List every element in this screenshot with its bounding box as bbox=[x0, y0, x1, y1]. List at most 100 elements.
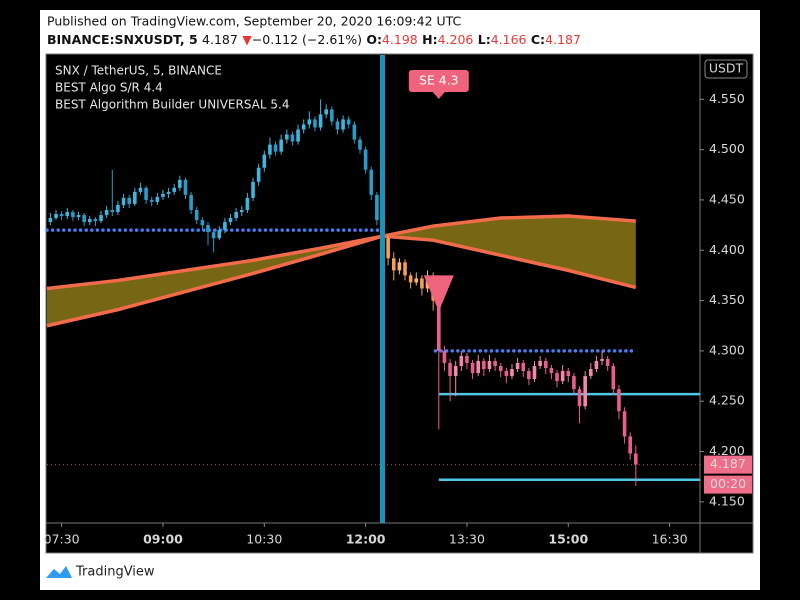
candle-body bbox=[397, 262, 402, 271]
candle-body bbox=[54, 214, 58, 219]
candle-body bbox=[600, 358, 604, 361]
candle-body bbox=[183, 179, 188, 195]
candle-body bbox=[510, 369, 514, 377]
candle-body bbox=[200, 220, 205, 226]
candle-body bbox=[301, 124, 306, 130]
x-tick-label: 07:30 bbox=[44, 532, 80, 547]
candle-body bbox=[268, 144, 272, 155]
candle-body bbox=[617, 389, 621, 412]
candle-body bbox=[515, 362, 520, 370]
candle-body bbox=[414, 278, 419, 283]
candle-body bbox=[87, 219, 92, 223]
last: 4.187 bbox=[202, 32, 238, 47]
brand[interactable]: TradingView bbox=[75, 565, 155, 580]
c-label: C: bbox=[531, 32, 545, 47]
candle-body bbox=[504, 371, 509, 377]
candle-body bbox=[133, 191, 137, 204]
candle-body bbox=[437, 300, 441, 351]
candle-body bbox=[341, 119, 345, 130]
candle-body bbox=[583, 376, 587, 407]
candle-body bbox=[127, 197, 131, 204]
candle-body bbox=[279, 139, 283, 152]
candle-body bbox=[470, 362, 475, 374]
candle-body bbox=[498, 365, 503, 372]
chart-frame bbox=[45, 53, 754, 554]
candle-body bbox=[369, 169, 374, 195]
candle-body bbox=[59, 214, 64, 217]
candle-body bbox=[194, 209, 199, 221]
candle-body bbox=[420, 278, 424, 289]
candle-body bbox=[521, 362, 526, 372]
candle-body bbox=[386, 238, 390, 259]
candle-body bbox=[217, 230, 222, 239]
candle-body bbox=[138, 187, 143, 192]
y-tick-label: 4.500 bbox=[709, 141, 745, 156]
candle-body bbox=[223, 222, 227, 231]
y-tick-label: 4.400 bbox=[709, 242, 745, 257]
candle-body bbox=[352, 124, 357, 140]
candle-body bbox=[313, 119, 317, 128]
candle-body bbox=[273, 144, 278, 152]
l-value: 4.166 bbox=[491, 32, 527, 47]
candle-body bbox=[166, 191, 171, 194]
currency-box bbox=[704, 59, 748, 79]
candle-body bbox=[622, 411, 627, 437]
candle-body bbox=[594, 360, 599, 370]
symbol: BINANCE:SNXUSDT, 5 bbox=[47, 32, 198, 47]
currency: USDT bbox=[709, 61, 744, 76]
x-tick-label: 15:00 bbox=[548, 532, 588, 547]
candle-body bbox=[391, 258, 396, 271]
candle-body bbox=[453, 365, 458, 377]
candle-body bbox=[251, 181, 255, 198]
candle-body bbox=[538, 360, 542, 366]
change: −0.112 (−2.61%) bbox=[252, 32, 362, 47]
l-label: L: bbox=[478, 32, 491, 47]
candle-body bbox=[110, 209, 115, 213]
logo-icon bbox=[46, 566, 72, 578]
candle-body bbox=[121, 197, 126, 205]
candle-body bbox=[99, 215, 103, 222]
candle-body bbox=[560, 371, 565, 382]
candle-body bbox=[256, 167, 261, 182]
candle-body bbox=[448, 362, 452, 377]
candle-body bbox=[527, 371, 531, 380]
candle-body bbox=[476, 360, 481, 374]
signal-box bbox=[408, 70, 469, 92]
candle-body bbox=[487, 360, 492, 370]
candle-body bbox=[211, 232, 216, 239]
plot: SNX / TetherUS, 5, BINANCE BEST Algo S/R … bbox=[44, 55, 752, 547]
candle-body bbox=[239, 209, 244, 213]
candle-body bbox=[245, 197, 250, 210]
candle-body bbox=[228, 218, 233, 223]
x-tick-label: 10:30 bbox=[246, 532, 282, 547]
y-tick-label: 4.250 bbox=[709, 393, 745, 408]
signal-marker bbox=[423, 275, 454, 312]
h-label: H: bbox=[422, 32, 437, 47]
symbol-line: BINANCE:SNXUSDT, 5 4.187 ▼−0.112 (−2.61%… bbox=[47, 32, 581, 47]
candle-body bbox=[363, 149, 368, 170]
candle-body bbox=[178, 179, 182, 188]
candle-body bbox=[611, 365, 616, 390]
candle-body bbox=[335, 121, 340, 130]
candle-body bbox=[572, 376, 576, 390]
legend-entry: SNX / TetherUS, 5, BINANCE bbox=[55, 64, 222, 78]
candle-body bbox=[588, 369, 593, 377]
published: Published on TradingView.com, September … bbox=[47, 14, 462, 29]
candle-body bbox=[330, 109, 334, 122]
candle-body bbox=[442, 350, 447, 363]
candle-body bbox=[71, 212, 75, 218]
y-tick-label: 4.550 bbox=[709, 91, 745, 106]
candle-body bbox=[532, 365, 537, 380]
y-tick-label: 4.150 bbox=[709, 493, 745, 508]
last-price-label: 4.187 bbox=[710, 456, 746, 471]
candle-body bbox=[161, 193, 165, 197]
x-tick-label: 12:00 bbox=[346, 532, 386, 547]
candle-body bbox=[346, 119, 351, 125]
candle-body bbox=[493, 360, 497, 366]
x-tick-label: 13:30 bbox=[449, 532, 485, 547]
candle-body bbox=[104, 209, 109, 216]
candle-body bbox=[566, 371, 571, 377]
o-label: O: bbox=[366, 32, 382, 47]
x-tick-label: 16:30 bbox=[652, 532, 688, 547]
